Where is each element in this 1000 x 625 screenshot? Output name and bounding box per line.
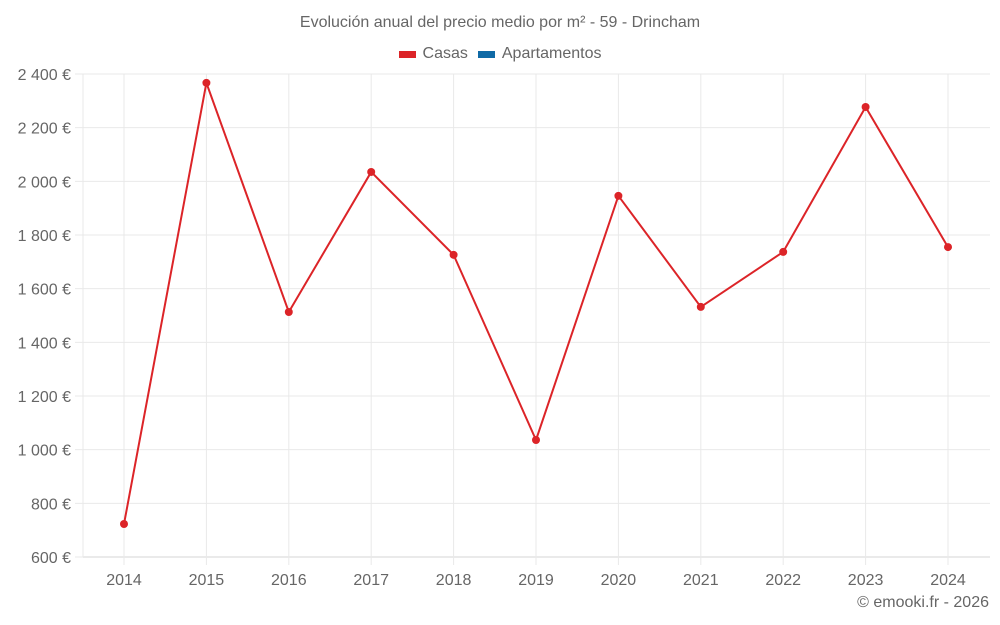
legend-swatch-apartamentos: [477, 50, 495, 58]
data-point[interactable]: [944, 243, 952, 252]
data-point[interactable]: [532, 436, 540, 445]
y-tick-label: 600 €: [31, 550, 71, 567]
data-point[interactable]: [861, 103, 870, 112]
data-point[interactable]: [367, 167, 376, 176]
x-axis: 2014 2015 2016 2017 2018 2019 2020 2021 2022 2023…: [106, 572, 966, 589]
y-tick-label: 2 200 €: [18, 121, 71, 138]
x-tick-label: 2021: [683, 572, 719, 589]
x-tick-label: 2016: [271, 572, 307, 589]
y-tick-label: 2 400 €: [18, 67, 71, 84]
legend-item-apartamentos[interactable]: Apartamentos: [477, 45, 602, 63]
legend-label-casas: Casas: [422, 45, 468, 62]
x-tick-label: 2022: [765, 572, 801, 589]
data-point[interactable]: [202, 78, 211, 87]
grid-lines: [82, 73, 990, 565]
y-tick-label: 1 000 €: [18, 443, 71, 460]
series-casas: [120, 78, 952, 528]
y-axis: 600 € 800 € 1 000 € 1 200 € 1 400 € 1 600 € 1 …: [18, 67, 83, 567]
data-point[interactable]: [449, 250, 458, 259]
data-point[interactable]: [696, 302, 705, 311]
y-tick-label: 1 600 €: [18, 282, 71, 299]
data-point[interactable]: [284, 308, 293, 317]
y-tick-label: 1 200 €: [18, 389, 71, 406]
legend-swatch-casas: [398, 50, 416, 58]
x-tick-label: 2014: [106, 572, 142, 589]
data-point[interactable]: [614, 191, 623, 200]
x-tick-label: 2018: [436, 572, 472, 589]
y-tick-label: 1 400 €: [18, 335, 71, 352]
legend: Casas Apartamentos: [0, 45, 1000, 63]
legend-item-casas[interactable]: Casas: [398, 45, 468, 63]
x-tick-label: 2024: [930, 572, 966, 589]
copyright-footer: © emooki.fr - 2026: [857, 594, 989, 611]
x-tick-label: 2019: [518, 572, 554, 589]
y-tick-label: 2 000 €: [18, 174, 71, 191]
data-point[interactable]: [779, 247, 788, 256]
x-tick-label: 2020: [601, 572, 637, 589]
legend-label-apartamentos: Apartamentos: [501, 45, 602, 62]
chart-title: Evolución anual del precio medio por m² …: [299, 14, 701, 31]
x-tick-label: 2017: [353, 572, 389, 589]
y-tick-label: 800 €: [31, 496, 71, 513]
x-tick-label: 2023: [848, 572, 884, 589]
x-tick-label: 2015: [189, 572, 225, 589]
data-point[interactable]: [120, 519, 128, 528]
y-tick-label: 1 800 €: [18, 228, 71, 245]
